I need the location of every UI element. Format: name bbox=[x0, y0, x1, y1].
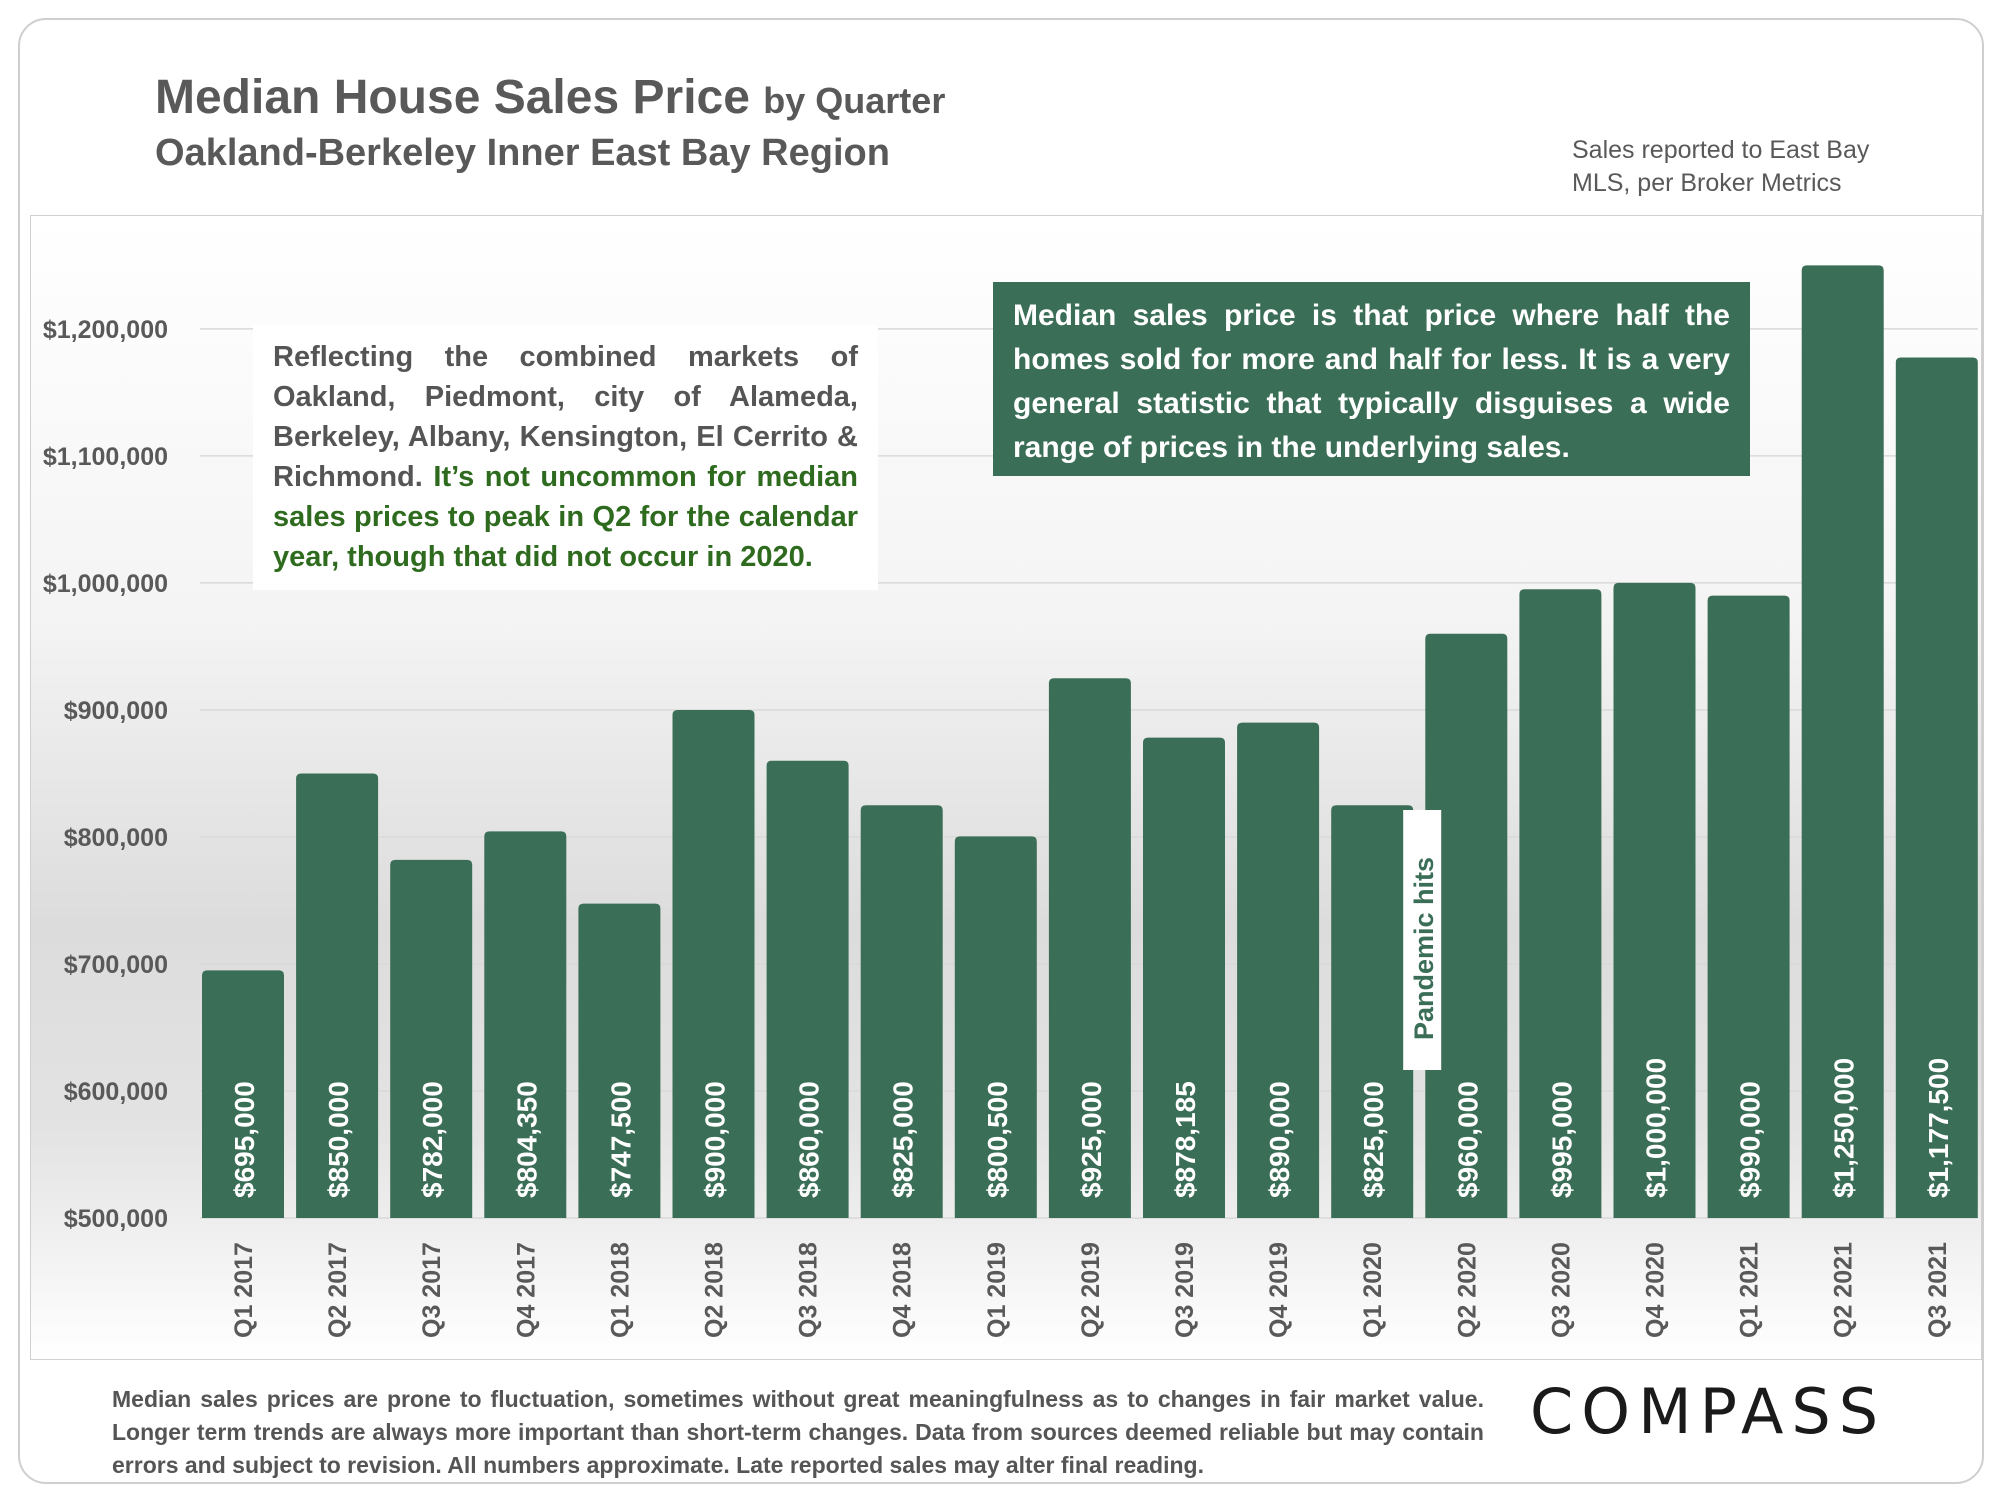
compass-logo: COMPASS bbox=[1530, 1375, 1887, 1448]
bar-value-label: $860,000 bbox=[794, 1081, 825, 1198]
bar-value-label: $695,000 bbox=[229, 1081, 260, 1198]
bar-value-label: $1,000,000 bbox=[1641, 1058, 1672, 1198]
x-tick-label: Q3 2019 bbox=[1171, 1242, 1199, 1338]
y-tick-label: $700,000 bbox=[64, 951, 168, 979]
bar bbox=[1895, 357, 1978, 1218]
bar-value-label: $878,185 bbox=[1170, 1081, 1201, 1198]
bar-value-label: $990,000 bbox=[1735, 1081, 1766, 1198]
chart-title: Median House Sales Price by Quarter bbox=[155, 70, 945, 125]
title-main: Median House Sales Price bbox=[155, 71, 750, 124]
chart-subtitle: Oakland-Berkeley Inner East Bay Region bbox=[155, 132, 890, 174]
bar bbox=[1519, 589, 1602, 1218]
y-tick-label: $600,000 bbox=[64, 1078, 168, 1106]
x-tick-label: Q4 2020 bbox=[1642, 1242, 1670, 1338]
x-tick-label: Q3 2020 bbox=[1547, 1242, 1575, 1338]
bar bbox=[1707, 595, 1790, 1218]
x-tick-label: Q1 2019 bbox=[983, 1242, 1011, 1338]
title-suffix: by Quarter bbox=[763, 80, 946, 121]
bar bbox=[1237, 722, 1320, 1218]
bar-value-label: $782,000 bbox=[417, 1081, 448, 1198]
bar-value-label: $890,000 bbox=[1264, 1081, 1295, 1198]
x-tick-label: Q4 2019 bbox=[1265, 1242, 1293, 1338]
median-definition-note: Median sales price is that price where h… bbox=[993, 282, 1750, 476]
bar-value-label: $804,350 bbox=[511, 1081, 542, 1198]
bar bbox=[672, 709, 755, 1218]
bar-value-label: $900,000 bbox=[700, 1081, 731, 1198]
bar bbox=[766, 760, 849, 1218]
bar bbox=[1048, 678, 1131, 1218]
bar-value-label: $800,500 bbox=[982, 1081, 1013, 1198]
region-note-text: Reflecting the combined markets of Oakla… bbox=[273, 341, 858, 493]
bar bbox=[860, 805, 943, 1218]
x-tick-label: Q1 2020 bbox=[1359, 1242, 1387, 1338]
y-tick-label: $500,000 bbox=[64, 1205, 168, 1233]
x-tick-label: Q3 2017 bbox=[418, 1242, 446, 1338]
bar bbox=[1801, 265, 1884, 1218]
bar-value-label: $825,000 bbox=[1358, 1081, 1389, 1198]
x-tick-label: Q2 2017 bbox=[324, 1242, 352, 1338]
bar bbox=[202, 970, 284, 1218]
x-tick-label: Q2 2019 bbox=[1077, 1242, 1105, 1338]
x-tick-label: Q1 2021 bbox=[1736, 1242, 1764, 1338]
bar bbox=[1425, 633, 1508, 1218]
bar bbox=[1143, 737, 1225, 1218]
bar bbox=[578, 903, 661, 1218]
bar-value-label: $1,250,000 bbox=[1829, 1058, 1860, 1198]
bar-value-label: $960,000 bbox=[1452, 1081, 1483, 1198]
y-tick-label: $900,000 bbox=[64, 697, 168, 725]
bar bbox=[484, 831, 567, 1218]
region-note: Reflecting the combined markets of Oakla… bbox=[253, 325, 878, 590]
source-note: Sales reported to East Bay MLS, per Brok… bbox=[1572, 136, 1870, 197]
region-note-highlight: It’s not uncommon for median sales price… bbox=[273, 461, 858, 573]
bar-value-label: $925,000 bbox=[1076, 1081, 1107, 1198]
x-tick-label: Q4 2017 bbox=[512, 1242, 540, 1338]
y-tick-label: $1,000,000 bbox=[43, 570, 168, 598]
x-tick-label: Q2 2021 bbox=[1830, 1242, 1858, 1338]
y-tick-label: $1,200,000 bbox=[43, 316, 168, 344]
bar-value-label: $1,177,500 bbox=[1923, 1058, 1954, 1198]
bar bbox=[954, 836, 1037, 1218]
annotation-background bbox=[1403, 810, 1442, 1070]
x-tick-label: Q3 2021 bbox=[1924, 1242, 1952, 1338]
y-tick-label: $800,000 bbox=[64, 824, 168, 852]
bar-value-label: $995,000 bbox=[1546, 1081, 1577, 1198]
bar bbox=[1613, 582, 1696, 1218]
bar bbox=[390, 859, 473, 1218]
x-tick-label: Q2 2018 bbox=[701, 1242, 729, 1338]
bar bbox=[1331, 805, 1414, 1218]
footer-disclaimer: Median sales prices are prone to fluctua… bbox=[112, 1386, 1484, 1478]
x-tick-label: Q4 2018 bbox=[889, 1242, 917, 1338]
x-tick-label: Q1 2017 bbox=[230, 1242, 258, 1338]
bar-value-label: $747,500 bbox=[605, 1081, 636, 1198]
bar bbox=[296, 773, 379, 1218]
pandemic-annotation: Pandemic hits bbox=[1409, 857, 1439, 1040]
bar-value-label: $850,000 bbox=[323, 1081, 354, 1198]
bar-value-label: $825,000 bbox=[888, 1081, 919, 1198]
x-tick-label: Q2 2020 bbox=[1453, 1242, 1481, 1338]
x-tick-label: Q1 2018 bbox=[606, 1242, 634, 1338]
x-tick-label: Q3 2018 bbox=[795, 1242, 823, 1338]
y-tick-label: $1,100,000 bbox=[43, 443, 168, 471]
